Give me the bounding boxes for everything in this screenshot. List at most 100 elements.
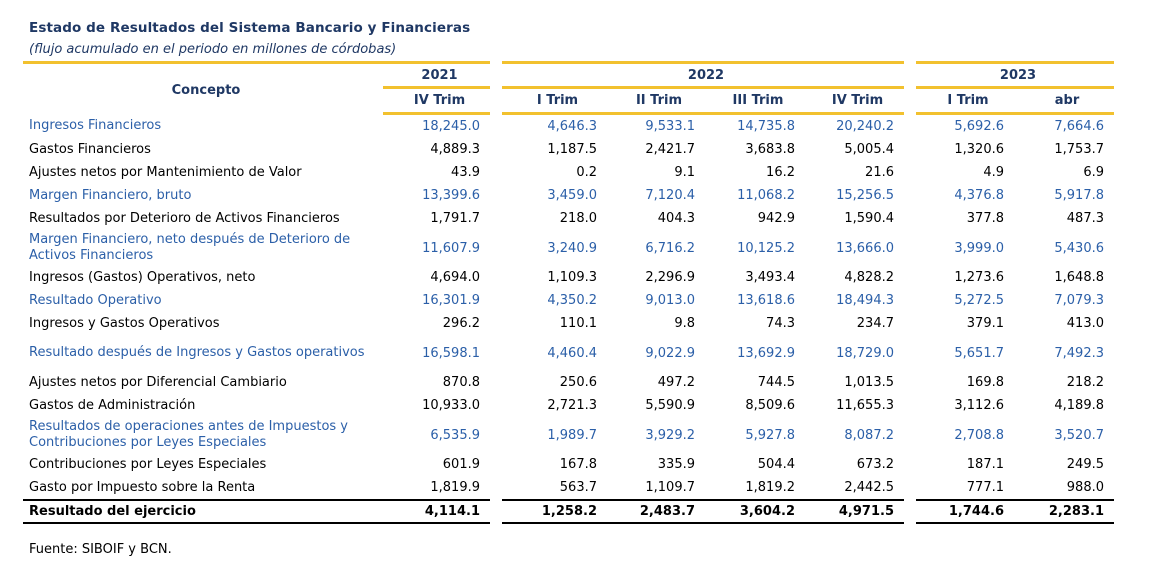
column-gap (904, 312, 916, 335)
cell-value: 404.3 (657, 211, 695, 226)
cell-value: 3,683.8 (745, 142, 795, 157)
column-gap (904, 114, 916, 139)
cell-value: 1,109.3 (547, 270, 597, 285)
cell-value: 13,618.6 (737, 293, 795, 308)
column-gap (904, 500, 916, 523)
cell-value: 1,791.7 (430, 211, 480, 226)
column-gap (904, 266, 916, 289)
cell-value: 942.9 (757, 211, 795, 226)
cell-value: 20,240.2 (836, 119, 894, 134)
cell-value: 218.2 (1066, 375, 1104, 390)
cell-value: 379.1 (966, 316, 1004, 331)
column-gap (490, 417, 502, 453)
cell-value: 1,819.9 (430, 480, 480, 495)
cell-value: 6,535.9 (430, 427, 480, 443)
column-gap (904, 453, 916, 476)
cell-value: 5,692.6 (954, 119, 1004, 134)
table-row: Resultado Operativo 16,301.9 4,350.2 9,013.… (23, 289, 1114, 312)
row-label: Resultados de operaciones antes de Impue… (29, 419, 348, 450)
column-gap (904, 371, 916, 394)
year-header-2023: 2023 (916, 61, 1114, 88)
column-gap (490, 476, 502, 500)
column-gap (904, 417, 916, 453)
total-row: Resultado del ejercicio 4,114.1 1,258.2 2,4… (23, 499, 1114, 524)
column-gap (490, 161, 502, 184)
cell-value: 1,819.2 (745, 480, 795, 495)
cell-value: 4,376.8 (954, 188, 1004, 203)
cell-value: 504.4 (757, 457, 795, 472)
column-gap (904, 289, 916, 312)
cell-value: 4,189.8 (1054, 398, 1104, 413)
cell-value: 187.1 (966, 457, 1004, 472)
table-row: Gastos de Administración 10,933.0 2,721.3 5… (23, 394, 1114, 417)
column-gap (904, 161, 916, 184)
cell-value: 13,399.6 (422, 188, 480, 203)
cell-value: 5,927.8 (745, 427, 795, 443)
column-gap (490, 114, 502, 139)
column-gap (904, 335, 916, 371)
concept-header: Concepto (23, 61, 383, 114)
table-row: Ingresos (Gastos) Operativos, neto 4,694.… (23, 266, 1114, 289)
table-row: Contribuciones por Leyes Especiales 601.9… (23, 453, 1114, 476)
cell-value: 4,460.4 (547, 345, 597, 361)
table-row: Ajustes netos por Mantenimiento de Valor… (23, 161, 1114, 184)
cell-value: 250.6 (559, 375, 597, 390)
column-gap (490, 335, 502, 371)
cell-value: 9,533.1 (645, 119, 695, 134)
column-gap (490, 138, 502, 161)
cell-value: 8,509.6 (745, 398, 795, 413)
source-note: Fuente: SIBOIF y BCN. (29, 542, 172, 557)
cell-value: 1,648.8 (1054, 270, 1104, 285)
column-gap (490, 371, 502, 394)
cell-value: 9.1 (674, 165, 695, 180)
row-label: Margen Financiero, neto después de Deter… (29, 232, 351, 263)
cell-value: 11,068.2 (737, 188, 795, 203)
column-gap (490, 394, 502, 417)
cell-value: 497.2 (657, 375, 695, 390)
cell-value: 563.7 (559, 480, 597, 495)
cell-value: 3,459.0 (547, 188, 597, 203)
cell-value: 167.8 (559, 457, 597, 472)
cell-value: 15,256.5 (836, 188, 894, 203)
cell-value: 4.9 (983, 165, 1004, 180)
cell-value: 8,087.2 (844, 427, 894, 443)
cell-value: 3,929.2 (645, 427, 695, 443)
cell-value: 9.8 (674, 316, 695, 331)
cell-value: 13,666.0 (836, 240, 894, 256)
cell-value: 4,828.2 (844, 270, 894, 285)
cell-value: 335.9 (657, 457, 695, 472)
period-header: III Trim (705, 86, 805, 115)
table-row: Gasto por Impuesto sobre la Renta 1,819.9… (23, 476, 1114, 500)
table-row: Ajustes netos por Diferencial Cambiario 8… (23, 371, 1114, 394)
row-label: Ingresos Financieros (29, 117, 162, 133)
cell-value: 4,114.1 (383, 499, 490, 524)
cell-value: 4,694.0 (430, 270, 480, 285)
cell-value: 5,272.5 (954, 293, 1004, 308)
cell-value: 110.1 (559, 316, 597, 331)
cell-value: 4,971.5 (805, 499, 904, 524)
cell-value: 7,079.3 (1054, 293, 1104, 308)
cell-value: 1,320.6 (954, 142, 1004, 157)
cell-value: 6.9 (1083, 165, 1104, 180)
cell-value: 3,112.6 (954, 398, 1004, 413)
cell-value: 3,520.7 (1054, 427, 1104, 443)
cell-value: 10,125.2 (737, 240, 795, 256)
table-row: Ingresos Financieros 18,245.0 4,646.3 9,533… (23, 114, 1114, 139)
column-gap (904, 230, 916, 266)
cell-value: 673.2 (856, 457, 894, 472)
cell-value: 14,735.8 (737, 119, 795, 134)
year-header-2021: 2021 (383, 61, 490, 88)
cell-value: 74.3 (766, 316, 795, 331)
cell-value: 5,917.8 (1054, 188, 1104, 203)
cell-value: 377.8 (966, 211, 1004, 226)
period-header: II Trim (607, 86, 705, 115)
cell-value: 5,005.4 (844, 142, 894, 157)
period-header: I Trim (916, 86, 1014, 115)
cell-value: 0.2 (576, 165, 597, 180)
period-header: abr (1014, 86, 1114, 115)
cell-value: 3,999.0 (954, 240, 1004, 256)
cell-value: 9,013.0 (645, 293, 695, 308)
row-label: Ingresos (Gastos) Operativos, neto (29, 269, 256, 285)
period-header: IV Trim (383, 86, 490, 115)
cell-value: 7,120.4 (645, 188, 695, 203)
